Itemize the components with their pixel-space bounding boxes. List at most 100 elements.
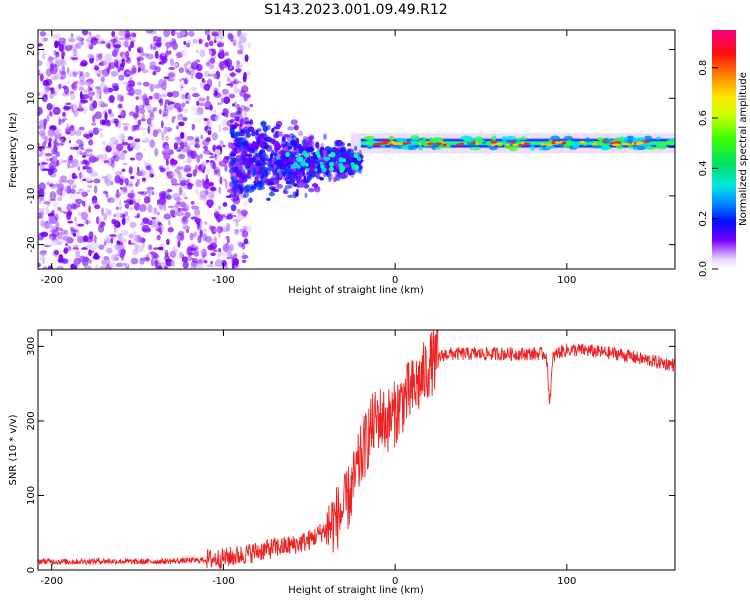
noise-blob — [190, 248, 197, 252]
noise-blob — [63, 185, 71, 194]
noise-blob — [118, 133, 126, 140]
noise-blob — [187, 39, 191, 45]
noise-blob — [39, 256, 45, 262]
noise-blob — [108, 94, 115, 104]
noise-blob — [103, 241, 107, 247]
noise-blob — [123, 125, 129, 131]
noise-blob — [163, 202, 166, 212]
noise-blob — [183, 107, 189, 114]
noise-blob — [237, 30, 242, 38]
noise-blob — [137, 119, 142, 127]
narrow-band-peak — [540, 143, 545, 146]
noise-blob — [68, 139, 72, 144]
noise-blob — [192, 169, 197, 177]
noise-blob — [181, 102, 186, 108]
transition-blob — [303, 183, 310, 189]
noise-blob — [77, 211, 83, 217]
transition-blob — [257, 133, 265, 139]
transition-peak — [353, 164, 360, 171]
noise-blob — [56, 188, 62, 196]
noise-blob — [107, 142, 115, 148]
noise-blob — [41, 38, 46, 43]
transition-blob — [236, 148, 240, 152]
noise-blob — [59, 175, 68, 181]
narrow-band-peak — [396, 142, 403, 146]
noise-blob — [241, 259, 247, 264]
noise-blob — [127, 180, 134, 188]
noise-blob — [233, 253, 238, 259]
noise-blob — [191, 123, 196, 131]
noise-blob — [110, 237, 114, 244]
noise-blob — [88, 31, 92, 36]
noise-blob — [145, 171, 152, 180]
noise-blob — [134, 243, 139, 250]
noise-blob — [111, 30, 116, 38]
transition-blob — [301, 139, 306, 146]
narrow-band-peak — [522, 142, 531, 146]
noise-blob — [68, 73, 74, 77]
noise-blob — [156, 234, 161, 241]
noise-blob — [182, 261, 189, 269]
noise-blob — [123, 82, 130, 85]
noise-blob — [120, 110, 124, 118]
transition-blob — [233, 166, 239, 172]
noise-blob — [88, 132, 94, 138]
noise-blob — [114, 170, 123, 176]
noise-blob — [221, 252, 228, 257]
noise-blob — [213, 249, 218, 253]
noise-blob — [69, 154, 73, 161]
transition-blob — [255, 162, 264, 167]
transition-blob — [282, 176, 287, 181]
noise-blob — [187, 70, 196, 76]
transition-peak — [328, 166, 334, 172]
noise-blob — [159, 164, 164, 174]
noise-blob — [148, 95, 153, 100]
noise-blob — [112, 118, 119, 124]
noise-blob — [70, 57, 79, 60]
noise-blob — [58, 43, 65, 52]
noise-blob — [205, 137, 211, 142]
transition-blob — [271, 138, 277, 145]
transition-blob — [247, 169, 252, 175]
noise-blob — [184, 164, 192, 172]
noise-blob — [116, 222, 121, 228]
noise-blob — [207, 73, 216, 77]
noise-blob — [127, 207, 134, 211]
noise-blob — [229, 118, 235, 124]
noise-blob — [64, 44, 73, 52]
transition-blob — [302, 136, 309, 140]
noise-blob — [119, 206, 122, 210]
noise-blob — [59, 157, 63, 166]
noise-blob — [82, 151, 88, 155]
noise-blob — [113, 225, 117, 234]
noise-blob — [49, 236, 54, 240]
noise-blob — [201, 139, 210, 146]
noise-blob — [147, 109, 156, 114]
transition-blob — [358, 166, 363, 174]
transition-blob — [266, 178, 270, 183]
noise-blob — [192, 257, 198, 263]
noise-blob — [136, 81, 142, 86]
transition-blob — [273, 126, 278, 130]
noise-blob — [72, 229, 78, 233]
noise-blob — [45, 83, 51, 91]
narrow-band-peak — [592, 142, 598, 146]
noise-blob — [79, 150, 82, 155]
noise-blob — [104, 109, 108, 114]
noise-blob — [125, 262, 129, 267]
noise-blob — [92, 127, 100, 135]
noise-blob — [207, 34, 211, 41]
noise-blob — [38, 182, 46, 191]
narrow-band-blob — [431, 136, 444, 143]
narrow-band-blob — [565, 139, 573, 145]
noise-blob — [48, 137, 52, 143]
transition-blob — [248, 184, 255, 189]
noise-blob — [45, 78, 53, 86]
transition-blob — [256, 128, 262, 133]
transition-blob — [259, 148, 266, 153]
noise-blob — [118, 37, 125, 41]
transition-blob — [233, 174, 238, 181]
noise-blob — [203, 228, 207, 233]
transition-blob — [231, 144, 236, 149]
noise-blob — [179, 142, 185, 148]
